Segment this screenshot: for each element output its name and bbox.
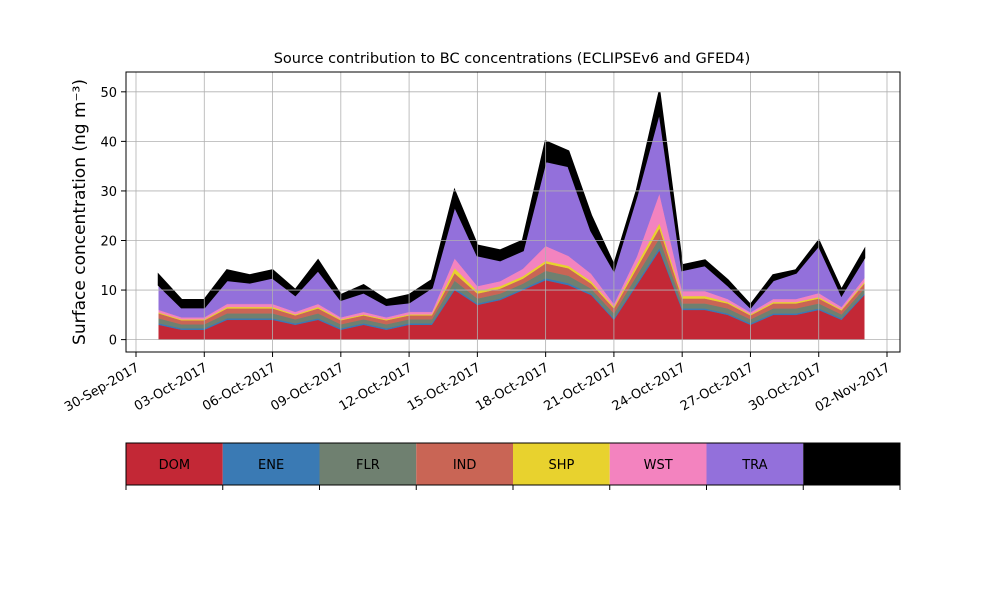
y-tick-label: 10 xyxy=(100,284,117,299)
legend-label: TRA xyxy=(741,458,767,473)
legend-swatch xyxy=(513,443,610,485)
legend-swatch xyxy=(803,443,900,485)
legend-label: ENE xyxy=(258,458,284,473)
legend: DOM ENE FLR IND SHP WST TRA BB xyxy=(125,442,901,490)
x-tick-label: 06-Oct-2017 xyxy=(200,360,278,414)
y-tick-label: 30 xyxy=(100,185,117,200)
legend-label: FLR xyxy=(356,458,380,473)
x-tick-label: 03-Oct-2017 xyxy=(132,360,210,414)
x-tick-label: 15-Oct-2017 xyxy=(405,360,483,414)
y-tick-label: 20 xyxy=(100,234,117,249)
x-tick-label: 30-Sep-2017 xyxy=(62,360,142,415)
x-tick-label: 02-Nov-2017 xyxy=(813,360,893,415)
x-tick-label: 21-Oct-2017 xyxy=(542,360,620,414)
legend-label: SHP xyxy=(548,458,574,473)
legend-label: DOM xyxy=(159,458,190,473)
x-tick-label: 09-Oct-2017 xyxy=(268,360,346,414)
plot-area: 0 10 20 30 40 50 30-Sep-201703-Oct-201706-Oct-… xyxy=(62,72,900,415)
x-tick-label: 24-Oct-2017 xyxy=(610,360,688,414)
x-tick-label: 27-Oct-2017 xyxy=(678,360,756,414)
legend-swatch xyxy=(126,443,223,485)
area xyxy=(157,91,866,309)
x-tick-label: 30-Oct-2017 xyxy=(746,360,824,414)
y-tick-label: 40 xyxy=(100,135,117,150)
legend-label: IND xyxy=(453,458,477,473)
y-tick-label: 50 xyxy=(100,86,117,101)
legend-swatch xyxy=(416,443,513,485)
y-axis-label: Surface concentration (ng m⁻³) xyxy=(70,79,90,345)
legend-label: BB xyxy=(843,458,861,473)
x-tick-label: 12-Oct-2017 xyxy=(337,360,415,414)
legend-swatch xyxy=(319,443,417,485)
legend-label: WST xyxy=(644,458,673,473)
chart-title: Source contribution to BC concentrations… xyxy=(274,51,751,67)
y-tick-label: 0 xyxy=(109,334,117,349)
x-tick-label: 18-Oct-2017 xyxy=(473,360,551,414)
legend-swatch xyxy=(609,443,707,485)
legend-swatch xyxy=(706,443,804,485)
plot-frame xyxy=(125,71,901,353)
legend-frame xyxy=(125,442,901,486)
legend-swatch xyxy=(222,443,320,485)
